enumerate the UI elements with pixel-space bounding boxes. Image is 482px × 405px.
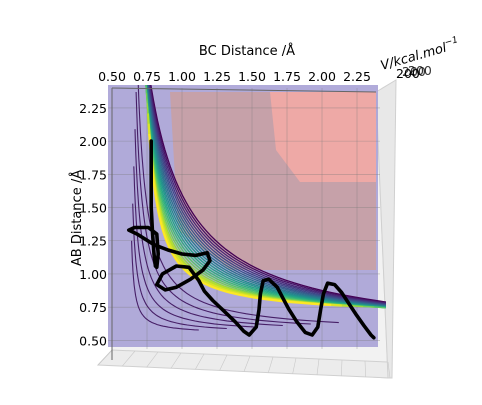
floor-gridline-2 <box>146 351 159 368</box>
floor-gridline-11 <box>364 360 366 377</box>
contour-line-6 <box>146 85 386 307</box>
x-tick-label: 1.50 <box>238 69 266 84</box>
floor-gridline-4 <box>195 353 205 370</box>
floor-gridline-10 <box>341 359 343 376</box>
floor-gridline-1 <box>122 350 136 367</box>
contour-line-11 <box>145 85 386 308</box>
y-tick-label: 2.00 <box>79 134 107 149</box>
floor-gridline-8 <box>292 357 297 374</box>
y-tick-labels: 0.50 0.75 1.00 1.25 1.50 1.75 2.00 2.25 <box>79 101 107 348</box>
x-tick-label: 0.75 <box>133 69 161 84</box>
valley-contour-line-5 <box>131 240 199 331</box>
z-tick-label: 200 <box>396 66 420 81</box>
x-tick-label: 1.00 <box>168 69 196 84</box>
y-tick-label: 0.50 <box>79 333 107 348</box>
y-tick-label: 1.75 <box>79 167 107 182</box>
floor-gridline-12 <box>387 361 391 379</box>
valley-contour-line-2 <box>134 129 283 327</box>
floor-gridline-9 <box>316 358 320 375</box>
y-tick-label: 1.50 <box>79 201 107 216</box>
z-axis: 200 200 200 V/kcal.mol−1 <box>379 35 460 81</box>
top-axis-spine <box>111 87 377 93</box>
y-tick-label: 0.75 <box>79 300 107 315</box>
floor-gridline-3 <box>170 352 182 369</box>
y-tick-label: 2.25 <box>79 101 107 116</box>
x-tick-label: 2.25 <box>343 69 371 84</box>
contour-line-2 <box>148 85 386 304</box>
z-axis-label-exponent: −1 <box>444 35 460 48</box>
contour-line-12 <box>145 85 386 309</box>
x-tick-label: 2.00 <box>308 69 336 84</box>
valley-contour-line-4 <box>132 203 227 330</box>
x-tick-label: 1.75 <box>273 69 301 84</box>
contour-line-3 <box>148 85 386 305</box>
floor-gridline-6 <box>243 355 251 372</box>
x-tick-labels: 0.50 0.75 1.00 1.25 1.50 1.75 2.00 2.25 <box>98 69 371 84</box>
x-tick-label: 0.50 <box>98 69 126 84</box>
z-tick-label-overlap: 200 <box>408 63 432 78</box>
z-tick-label-overlap: 200 <box>402 64 426 79</box>
floor-gridline-0 <box>97 349 113 366</box>
floor-gridline-7 <box>268 356 274 373</box>
valley-contour-line-1 <box>135 91 311 325</box>
y-tick-label: 1.25 <box>79 234 107 249</box>
valley-contour-line-0 <box>137 85 339 324</box>
floor-gridline-5 <box>219 354 228 371</box>
x-axis-label: BC Distance /Å <box>199 43 295 59</box>
y-axis-label: AB Distance /Å <box>69 170 85 266</box>
side-pane <box>375 79 397 379</box>
floor-gridlines <box>97 349 391 379</box>
x-tick-label: 1.25 <box>203 69 231 84</box>
y-tick-label: 1.00 <box>79 267 107 282</box>
trajectory-line <box>127 139 376 340</box>
surface-peak-region <box>270 92 376 182</box>
